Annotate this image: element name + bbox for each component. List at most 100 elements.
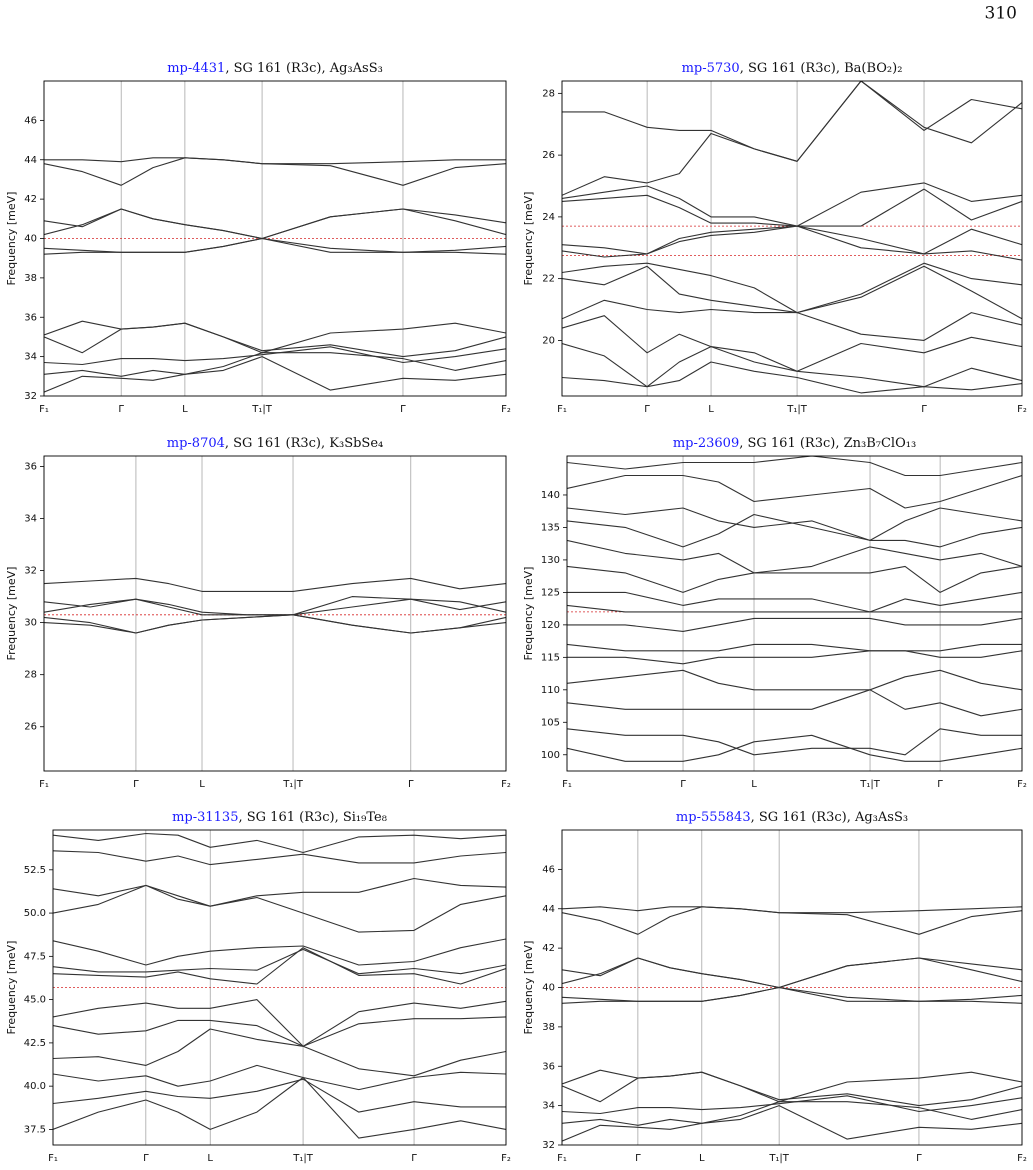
y-tick-label: 125 — [541, 587, 560, 598]
y-tick-label: 36 — [542, 1061, 555, 1072]
x-tick-label: Γ — [143, 1153, 149, 1164]
y-axis-label: Frequency [meV] — [522, 567, 535, 661]
y-tick-label: 50.0 — [24, 908, 46, 919]
band-line — [562, 182, 1022, 227]
band-line — [53, 947, 506, 985]
x-tick-label: F₁ — [39, 404, 49, 415]
band-line — [562, 81, 1022, 162]
y-tick-label: 36 — [24, 461, 37, 472]
y-tick-label: 42 — [24, 194, 37, 205]
y-axis-label: Frequency [meV] — [522, 192, 535, 286]
band-line — [44, 346, 506, 366]
y-tick-label: 34 — [24, 513, 37, 524]
y-tick-label: 40 — [24, 234, 37, 245]
y-tick-label: 24 — [542, 212, 555, 223]
x-tick-label: Γ — [916, 1153, 922, 1164]
title-id: mp-23609 — [673, 436, 739, 451]
y-tick-label: 34 — [542, 1101, 555, 1112]
y-tick-label: 36 — [24, 312, 37, 323]
band-line — [562, 342, 1022, 388]
title-id: mp-555843 — [676, 810, 751, 825]
x-tick-label: F₂ — [1017, 404, 1027, 415]
band-line — [53, 938, 506, 966]
y-tick-label: 38 — [24, 273, 37, 284]
x-tick-label: Γ — [411, 1153, 417, 1164]
x-tick-label: T₁|T — [292, 1153, 313, 1164]
x-tick-label: T₁|T — [768, 1153, 789, 1164]
x-tick-label: Γ — [921, 404, 927, 415]
band-line — [562, 1071, 1022, 1107]
band-line — [44, 157, 506, 165]
band-line — [44, 356, 506, 393]
band-line — [53, 1028, 506, 1077]
x-tick-label: T₁|T — [282, 779, 303, 790]
title-text: , SG 161 (R3c), Ba(BO₂)₂ — [740, 61, 903, 76]
title-id: mp-31135 — [172, 810, 238, 825]
chart-title: mp-8704, SG 161 (R3c), K₃SbSe₄ — [167, 436, 383, 451]
band-line — [562, 225, 1022, 255]
band-line — [562, 315, 1022, 372]
band-line — [567, 456, 1022, 477]
band-line — [562, 299, 1022, 341]
y-tick-label: 32 — [24, 566, 37, 577]
plot-frame — [43, 455, 507, 772]
band-line — [567, 604, 1022, 613]
band-line — [567, 734, 1022, 762]
band-line — [53, 999, 506, 1047]
band-line — [44, 322, 506, 358]
plot-frame — [43, 80, 507, 397]
y-tick-label: 28 — [24, 670, 37, 681]
band-line — [562, 1069, 1022, 1103]
x-tick-label: Γ — [400, 404, 406, 415]
y-tick-label: 115 — [541, 652, 560, 663]
band-line — [562, 1095, 1022, 1115]
band-line — [44, 320, 506, 354]
x-tick-label: Γ — [118, 404, 124, 415]
band-line — [562, 1105, 1022, 1142]
chart: mp-8704, SG 161 (R3c), K₃SbSe₄ Frequency … — [5, 436, 511, 791]
x-tick-label: L — [751, 779, 757, 790]
band-line — [562, 265, 1022, 320]
y-axis-label: Frequency [meV] — [522, 941, 535, 1035]
y-tick-label: 110 — [541, 685, 560, 696]
band-line — [44, 598, 506, 616]
x-tick-label: F₁ — [557, 1153, 567, 1164]
band-line — [567, 565, 1022, 593]
x-tick-label: T₁|T — [786, 404, 807, 415]
band-line — [567, 650, 1022, 665]
x-tick-label: F₁ — [557, 404, 567, 415]
chart-title: mp-5730, SG 161 (R3c), Ba(BO₂)₂ — [682, 61, 903, 76]
title-id: mp-5730 — [682, 61, 740, 76]
y-tick-label: 20 — [542, 335, 555, 346]
band-line — [53, 1076, 506, 1139]
chart: mp-4431, SG 161 (R3c), Ag₃AsS₃ Frequency … — [5, 61, 511, 416]
band-line — [53, 850, 506, 866]
band-line — [567, 728, 1022, 756]
y-axis-label: Frequency [meV] — [5, 941, 18, 1035]
band-line — [44, 596, 506, 616]
plot-frame — [52, 829, 507, 1146]
chart: mp-23609, SG 161 (R3c), Zn₃B₇ClO₁₃ Freque… — [522, 436, 1027, 791]
y-tick-label: 26 — [24, 722, 37, 733]
y-tick-label: 46 — [542, 864, 555, 875]
x-tick-label: F₂ — [501, 779, 511, 790]
y-tick-label: 30 — [24, 618, 37, 629]
band-line — [53, 832, 506, 854]
band-line — [562, 906, 1022, 914]
title-text: , SG 161 (R3c), Si₁₉Te₈ — [238, 810, 386, 825]
band-line — [562, 81, 1022, 196]
y-tick-label: 37.5 — [24, 1124, 46, 1135]
band-line — [562, 262, 1022, 314]
x-tick-label: L — [699, 1153, 705, 1164]
band-line — [53, 1078, 506, 1113]
x-tick-label: L — [207, 1153, 213, 1164]
y-tick-label: 100 — [541, 750, 560, 761]
y-tick-label: 42 — [542, 943, 555, 954]
band-line — [44, 352, 506, 377]
x-tick-label: F₁ — [39, 779, 49, 790]
title-text: , SG 161 (R3c), Ag₃AsS₃ — [751, 810, 908, 825]
band-line — [562, 986, 1022, 1004]
band-line — [562, 188, 1022, 227]
